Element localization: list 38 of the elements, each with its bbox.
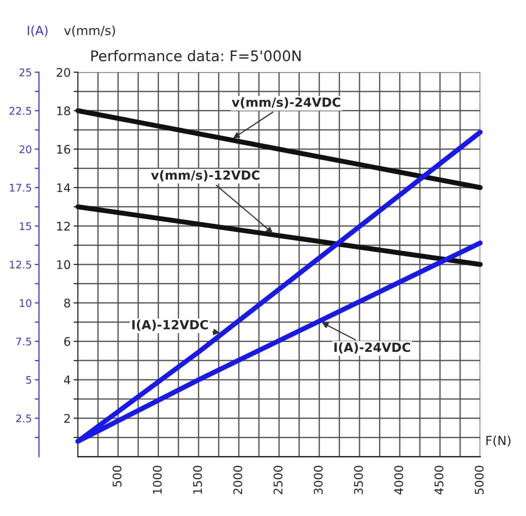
series-label: I(A)-12VDC [132,320,208,331]
y2-axis-title: I(A) [28,26,48,37]
y2-tick-label: 20 [20,145,32,154]
y2-tick-label: 22.5 [10,106,32,115]
y2-tick-label: 17.5 [10,184,32,192]
y2-tick-label: 10 [20,299,32,307]
y2-tick-label: 25 [20,68,32,76]
y-tick-label: 4 [64,376,70,384]
x-tick-label: 2500 [274,466,282,494]
y-axis-title: v(mm/s) [64,26,115,37]
y-tick-label: 14 [57,183,70,192]
text: v(mm/s)-24VDC [232,97,340,108]
chart-title: Performance data: F=5'000N [91,50,301,62]
x-tick-label: 4000 [394,466,404,494]
x-tick-label: 5000 [474,466,484,494]
y-tick-label: 12 [57,222,70,230]
x-tick-label: 1000 [152,466,162,494]
y2-tick-label: 7.5 [16,338,32,346]
x-axis-title: F(N) [486,436,510,447]
x-tick-label: 1500 [193,466,202,494]
y2-tick-label: 12.5 [10,260,32,269]
y2-tick-label: 15 [20,222,32,230]
y-tick-label: 2 [64,414,70,423]
y2-tick-label: 2.5 [16,414,32,422]
y-tick-label: 8 [64,298,70,308]
x-tick-label: 3000 [314,466,323,494]
y-tick-label: 6 [64,337,70,346]
y-tick-label: 16 [57,144,70,154]
y2-tick-label: 5 [26,376,32,384]
x-tick-label: 500 [112,466,122,487]
x-tick-label: 3500 [354,466,363,494]
x-tick-label: 2000 [233,466,242,494]
y-tick-label: 18 [57,106,70,116]
y-tick-label: 10 [57,260,70,270]
text: v(mm/s)-12VDC [151,170,260,182]
x-tick-label: 4500 [434,466,444,494]
y-tick-label: 20 [56,68,70,77]
text: I(A)-24VDC [334,342,410,354]
